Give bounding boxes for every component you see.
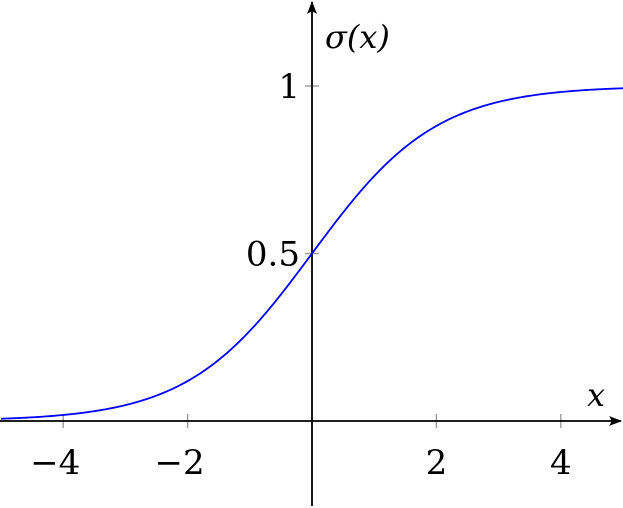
x-tick-label: −2	[155, 443, 205, 483]
sigmoid-curve	[0, 87, 623, 420]
tick-labels: −4 −2 2 4 0.5 1	[30, 67, 571, 483]
y-axis-label: σ(x)	[325, 18, 390, 56]
x-tick-label: 2	[426, 443, 448, 483]
x-axis-label: x	[587, 376, 605, 414]
y-tick-label: 1	[278, 67, 300, 107]
x-tick-label: −4	[30, 443, 80, 483]
x-tick-label: 4	[550, 443, 572, 483]
y-tick-label: 0.5	[246, 235, 300, 275]
